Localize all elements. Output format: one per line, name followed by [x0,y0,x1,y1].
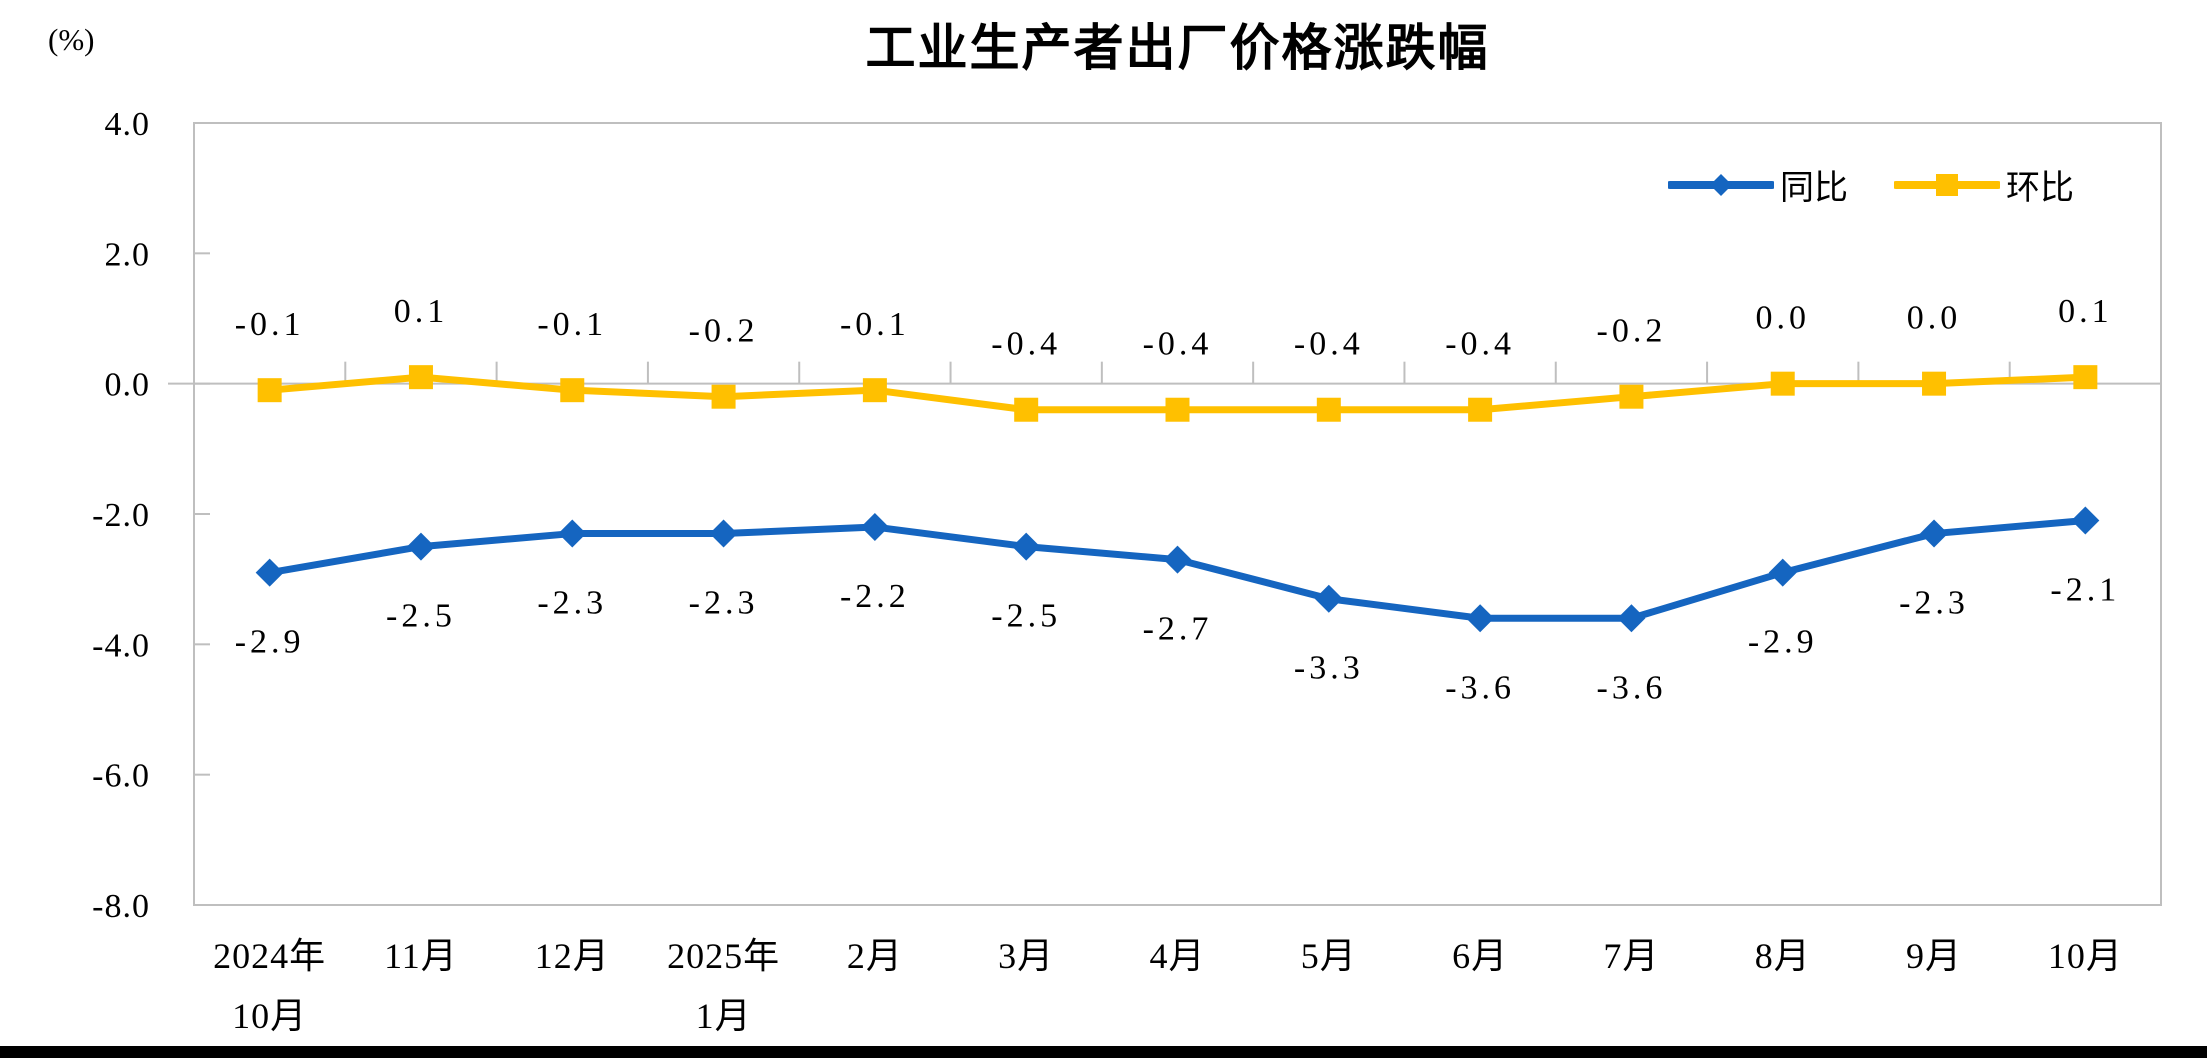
data-point-marker[interactable] [1770,371,1795,396]
data-label: -2.1 [2050,572,2120,609]
y-axis-tick-label: -8.0 [92,888,150,925]
data-point-marker[interactable] [558,519,587,548]
data-label: -3.6 [1445,669,1515,706]
data-point-marker[interactable] [1466,604,1495,633]
data-point-marker[interactable] [860,513,889,542]
data-point-marker[interactable] [1768,558,1797,587]
data-point-marker[interactable] [862,378,887,403]
legend-swatch-marker [1936,173,1958,196]
y-axis-tick-label: 2.0 [105,236,151,273]
x-axis-category-label: 5月 [1301,936,1357,976]
data-point-marker[interactable] [1617,604,1646,633]
chart-title: 工业生产者出厂价格涨跌幅 [865,20,1490,76]
data-point-marker[interactable] [1163,545,1192,574]
data-point-marker[interactable] [1314,584,1343,613]
x-axis-category-label: 6月 [1452,936,1508,976]
legend-label-mom: 环比 [2006,170,2074,207]
data-point-marker[interactable] [709,519,738,548]
data-point-marker[interactable] [711,384,736,409]
legend: 同比 环比 [1668,160,2074,209]
data-point-marker[interactable] [1920,519,1949,548]
data-point-marker[interactable] [1014,397,1039,422]
data-label: -2.7 [1143,611,1213,648]
data-label: -0.1 [840,306,910,343]
x-axis-category-label: 7月 [1603,936,1659,976]
data-point-marker[interactable] [255,558,284,587]
data-point-marker[interactable] [1012,532,1041,561]
data-label: -0.4 [1143,326,1213,363]
data-point-marker[interactable] [1468,397,1493,422]
legend-swatch-marker [1710,173,1732,196]
x-axis-category-label: 12月 [535,936,610,976]
x-axis-category-label: 2月 [847,936,903,976]
data-label: -0.1 [235,306,305,343]
y-axis-tick-label: 0.0 [105,367,151,404]
y-axis-tick-label: -6.0 [92,758,150,795]
data-label: -2.3 [537,585,607,622]
y-axis-tick-label: 4.0 [105,106,151,143]
data-point-marker[interactable] [1316,397,1341,422]
y-axis-tick-label: -2.0 [92,497,150,534]
x-axis-category-label: 9月 [1906,936,1962,976]
x-axis-category-label: 3月 [998,936,1054,976]
data-point-marker[interactable] [257,378,282,403]
data-label: -2.9 [235,624,305,661]
data-point-marker[interactable] [1619,384,1644,409]
data-label: -2.2 [840,578,910,615]
x-axis-category-label: 11月 [384,936,458,976]
data-label: -3.6 [1597,669,1667,706]
data-point-marker[interactable] [1165,397,1190,422]
bottom-window-edge [0,1046,2207,1058]
data-label: -3.3 [1294,650,1364,687]
plot-border [193,122,2162,906]
x-axis-category-label: 2025年 1月 [667,936,780,1036]
data-label: 0.1 [394,293,449,330]
yoy-line-swatch-icon [1668,173,1774,196]
data-point-marker[interactable] [2071,506,2100,535]
data-label: 0.1 [2058,293,2113,330]
data-label: -2.5 [991,598,1061,635]
data-label: -2.5 [386,598,456,635]
x-axis-category-label: 8月 [1755,936,1811,976]
x-axis-category-label: 10月 [2048,936,2123,976]
data-label: 0.0 [1755,300,1810,337]
mom-line-swatch-icon [1894,173,2000,196]
data-point-marker[interactable] [406,532,435,561]
y-axis-tick-label: -4.0 [92,627,150,664]
data-label: -2.3 [1899,585,1969,622]
legend-item-mom[interactable]: 环比 [1894,160,2074,209]
data-label: -0.4 [991,326,1061,363]
data-point-marker[interactable] [560,378,585,403]
data-label: -2.3 [689,585,759,622]
data-label: -0.1 [537,306,607,343]
data-label: -0.4 [1445,326,1515,363]
x-axis-category-label: 4月 [1149,936,1205,976]
legend-label-yoy: 同比 [1780,170,1848,207]
data-label: 0.0 [1907,300,1962,337]
y-axis-unit-label: (%) [48,22,95,57]
data-point-marker[interactable] [1922,371,1947,396]
x-axis-category-label: 2024年 10月 [213,936,326,1036]
data-label: -2.9 [1748,624,1818,661]
legend-item-yoy[interactable]: 同比 [1668,160,1848,209]
data-point-marker[interactable] [2073,365,2098,390]
data-point-marker[interactable] [408,365,433,390]
data-label: -0.4 [1294,326,1364,363]
data-label: -0.2 [1597,313,1667,350]
data-label: -0.2 [689,313,759,350]
